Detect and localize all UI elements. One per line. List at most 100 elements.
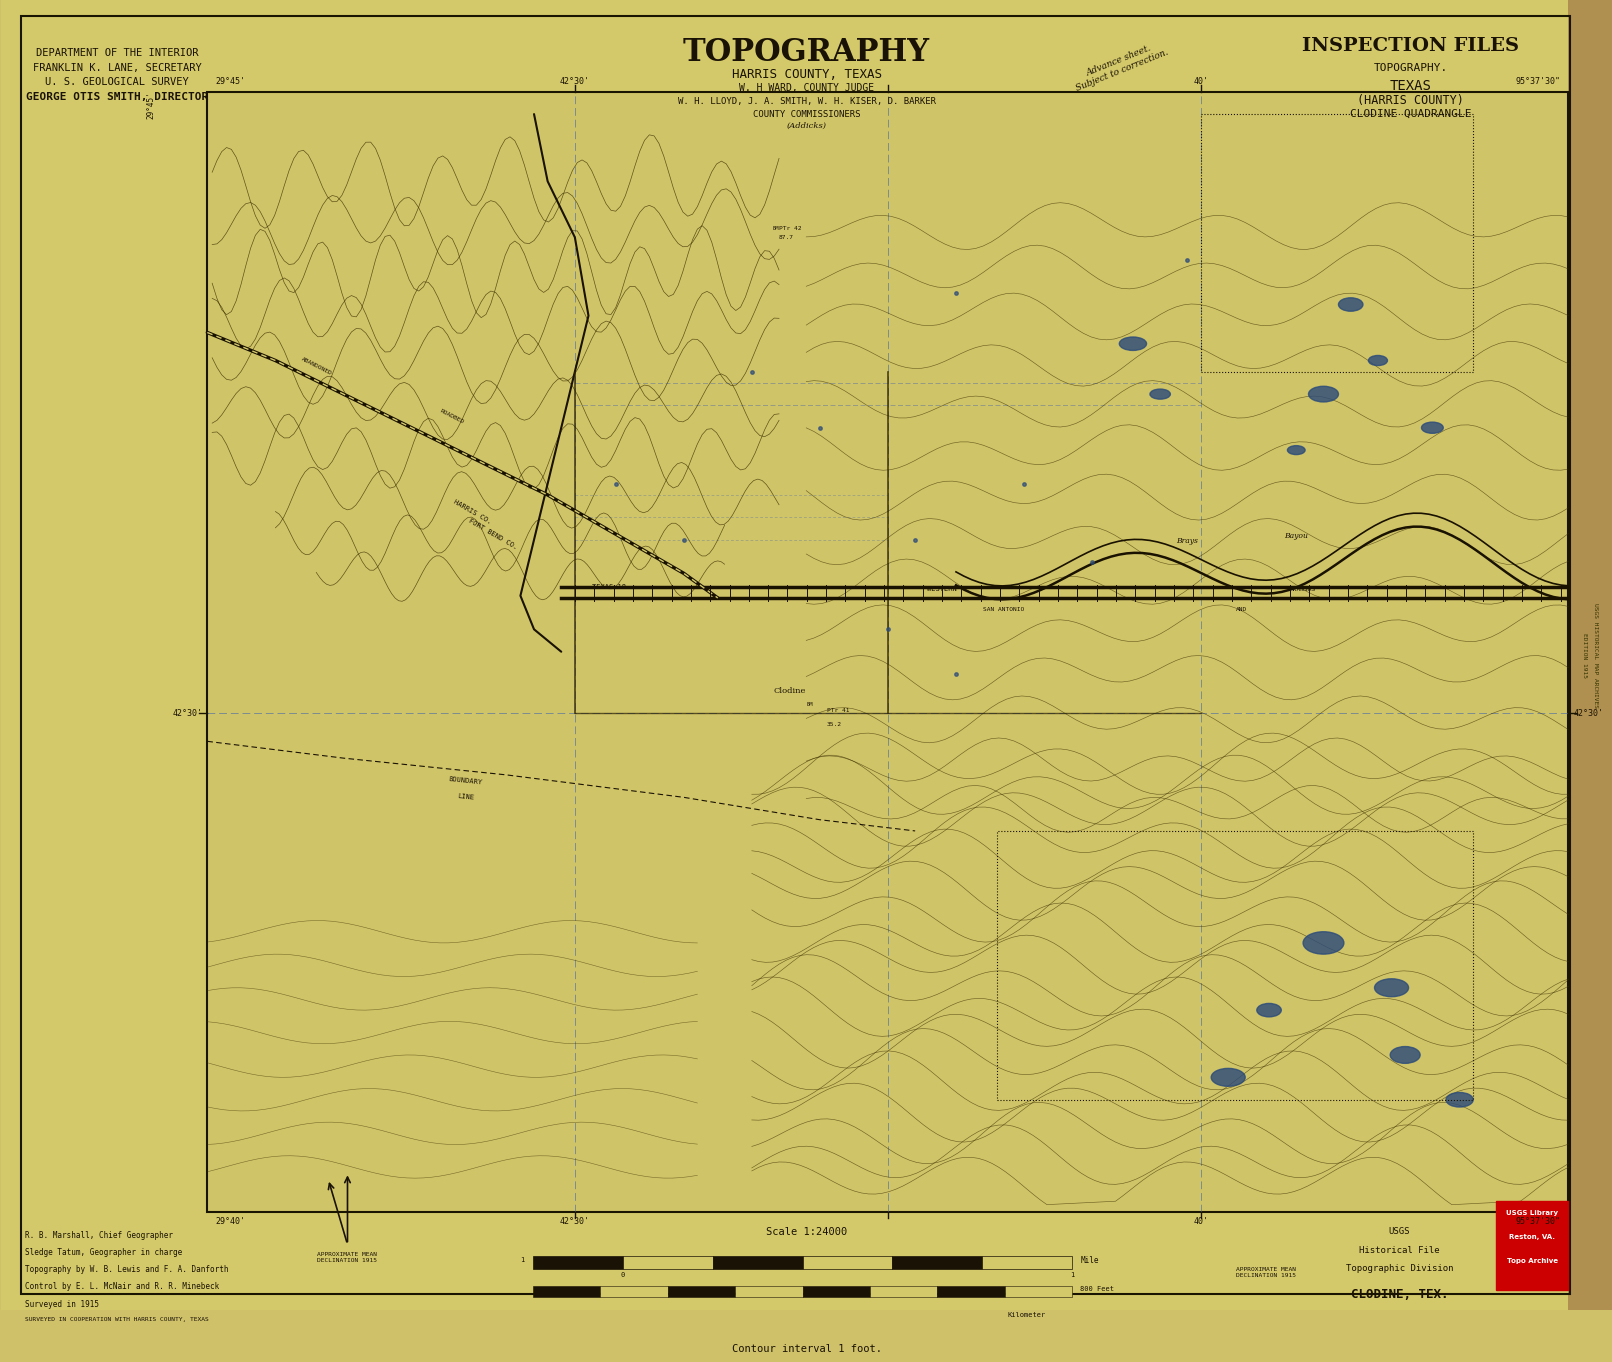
- Text: Topo Archive: Topo Archive: [1507, 1257, 1557, 1264]
- Bar: [803, 1287, 870, 1297]
- Text: 42°30': 42°30': [172, 708, 203, 718]
- Text: TEXAS: TEXAS: [1390, 79, 1431, 93]
- Text: 95°37'30": 95°37'30": [1515, 78, 1560, 86]
- Ellipse shape: [1369, 355, 1388, 365]
- Text: Mile: Mile: [1080, 1256, 1099, 1265]
- Bar: [803, 1256, 893, 1269]
- Bar: [625, 1313, 719, 1321]
- Ellipse shape: [1422, 422, 1443, 433]
- Text: ABANDONED: ABANDONED: [300, 357, 332, 376]
- Text: USGS HISTORICAL MAP ARCHIVES: USGS HISTORICAL MAP ARCHIVES: [1593, 602, 1599, 707]
- Text: APPROXIMATE MEAN
DECLINATION 1915: APPROXIMATE MEAN DECLINATION 1915: [1236, 1267, 1296, 1278]
- Text: Kilometer: Kilometer: [1008, 1312, 1046, 1318]
- Bar: [812, 1313, 906, 1321]
- Bar: [532, 1256, 622, 1269]
- Text: 800 Feet: 800 Feet: [1080, 1286, 1114, 1293]
- Text: Reston, VA.: Reston, VA.: [1509, 1234, 1556, 1239]
- Text: ROADBED: ROADBED: [440, 409, 466, 425]
- Text: PTr 42: PTr 42: [779, 226, 801, 232]
- Bar: [870, 1287, 938, 1297]
- Text: TOPOGRAPHY: TOPOGRAPHY: [683, 37, 930, 68]
- Text: HARRIS COUNTY, TEXAS: HARRIS COUNTY, TEXAS: [732, 68, 882, 82]
- Text: 95°37'30": 95°37'30": [1515, 1218, 1560, 1226]
- Text: 87.7: 87.7: [779, 236, 795, 240]
- Text: CLODINE QUADRANGLE: CLODINE QUADRANGLE: [1349, 109, 1472, 118]
- Text: FORT BEND CO.: FORT BEND CO.: [467, 518, 519, 550]
- Text: USGS Library: USGS Library: [1506, 1211, 1559, 1216]
- Text: BM: BM: [806, 703, 812, 707]
- Bar: [938, 1287, 1004, 1297]
- Text: W. H. LLOYD, J. A. SMITH, W. H. KISER, D. BARKER: W. H. LLOYD, J. A. SMITH, W. H. KISER, D…: [677, 97, 935, 106]
- Text: R. B. Marshall, Chief Geographer: R. B. Marshall, Chief Geographer: [26, 1231, 174, 1241]
- Bar: [532, 1287, 600, 1297]
- Text: Clodine: Clodine: [774, 686, 806, 695]
- Bar: [713, 1256, 803, 1269]
- Ellipse shape: [1309, 387, 1338, 402]
- Bar: [600, 1287, 667, 1297]
- Ellipse shape: [1211, 1068, 1244, 1087]
- Text: 29°40': 29°40': [216, 1218, 245, 1226]
- Text: HARRIS CO.: HARRIS CO.: [453, 498, 493, 524]
- Text: 1: 1: [521, 1257, 524, 1263]
- Text: DEPARTMENT OF THE INTERIOR: DEPARTMENT OF THE INTERIOR: [35, 49, 198, 59]
- Text: Topographic Division: Topographic Division: [1346, 1264, 1452, 1273]
- Text: LINE: LINE: [458, 794, 476, 801]
- Text: PTr 41: PTr 41: [827, 708, 850, 712]
- Text: AND: AND: [1236, 607, 1248, 612]
- Text: EDITION 1915: EDITION 1915: [1581, 632, 1588, 677]
- Bar: [893, 1256, 982, 1269]
- Text: Historical File: Historical File: [1359, 1246, 1440, 1254]
- Text: 42°30': 42°30': [559, 78, 590, 86]
- Text: Surveyed in 1915: Surveyed in 1915: [26, 1299, 100, 1309]
- Bar: [996, 831, 1473, 1099]
- Bar: [667, 1287, 735, 1297]
- Text: BOUNDARY: BOUNDARY: [448, 776, 484, 786]
- Bar: [982, 1256, 1072, 1269]
- Text: Sledge Tatum, Geographer in charge: Sledge Tatum, Geographer in charge: [26, 1249, 182, 1257]
- Text: 40': 40': [1193, 1218, 1209, 1226]
- Text: TOPOGRAPHY.: TOPOGRAPHY.: [1373, 63, 1448, 74]
- Bar: [719, 1313, 812, 1321]
- Text: Contour interval 1 foot.: Contour interval 1 foot.: [732, 1344, 882, 1354]
- Bar: [532, 1313, 625, 1321]
- Ellipse shape: [1149, 390, 1170, 399]
- Text: 1: 1: [1070, 1272, 1075, 1278]
- Bar: [622, 1256, 713, 1269]
- Text: 29°45': 29°45': [216, 78, 245, 86]
- Text: COUNTY COMMISSIONERS: COUNTY COMMISSIONERS: [753, 110, 861, 118]
- Text: ARANSAS: ARANSAS: [1290, 587, 1315, 592]
- Ellipse shape: [1375, 979, 1409, 997]
- Text: 29°45': 29°45': [147, 91, 155, 120]
- Text: Scale 1:24000: Scale 1:24000: [766, 1227, 848, 1238]
- Text: Brays: Brays: [1177, 538, 1198, 545]
- Text: 40': 40': [1193, 78, 1209, 86]
- Text: TEXAS 18: TEXAS 18: [592, 584, 625, 590]
- Text: Topography by W. B. Lewis and F. A. Danforth: Topography by W. B. Lewis and F. A. Danf…: [26, 1265, 229, 1275]
- Text: WESTERN: WESTERN: [927, 587, 958, 592]
- Text: Control by E. L. McNair and R. R. Minebeck: Control by E. L. McNair and R. R. Minebe…: [26, 1283, 219, 1291]
- Bar: [735, 1287, 803, 1297]
- Text: APPROXIMATE MEAN
DECLINATION 1915: APPROXIMATE MEAN DECLINATION 1915: [318, 1253, 377, 1263]
- Text: FRANKLIN K. LANE, SECRETARY: FRANKLIN K. LANE, SECRETARY: [32, 63, 202, 74]
- Ellipse shape: [1257, 1004, 1282, 1017]
- Text: GEORGE OTIS SMITH, DIRECTOR: GEORGE OTIS SMITH, DIRECTOR: [26, 91, 208, 102]
- Text: W. H WARD, COUNTY JUDGE: W. H WARD, COUNTY JUDGE: [738, 83, 874, 93]
- Text: SAN ANTONIO: SAN ANTONIO: [983, 607, 1024, 612]
- Bar: [208, 91, 1568, 1212]
- Text: U. S. GEOLOGICAL SURVEY: U. S. GEOLOGICAL SURVEY: [45, 78, 189, 87]
- Bar: [1568, 0, 1612, 1310]
- Text: 0: 0: [621, 1272, 625, 1278]
- Ellipse shape: [1446, 1092, 1473, 1107]
- Text: Advance sheet.
Subject to correction.: Advance sheet. Subject to correction.: [1072, 38, 1170, 93]
- Text: 42°30': 42°30': [1573, 708, 1604, 718]
- Text: (HARRIS COUNTY): (HARRIS COUNTY): [1357, 94, 1464, 108]
- Ellipse shape: [1390, 1046, 1420, 1064]
- Text: 42°30': 42°30': [559, 1218, 590, 1226]
- Ellipse shape: [1302, 932, 1344, 955]
- Ellipse shape: [1338, 298, 1364, 312]
- Bar: [906, 1313, 999, 1321]
- Text: BM: BM: [772, 226, 779, 232]
- Text: (Addicks): (Addicks): [787, 121, 827, 129]
- Text: CLODINE, TEX.: CLODINE, TEX.: [1351, 1287, 1448, 1301]
- Text: 35.2: 35.2: [827, 722, 841, 727]
